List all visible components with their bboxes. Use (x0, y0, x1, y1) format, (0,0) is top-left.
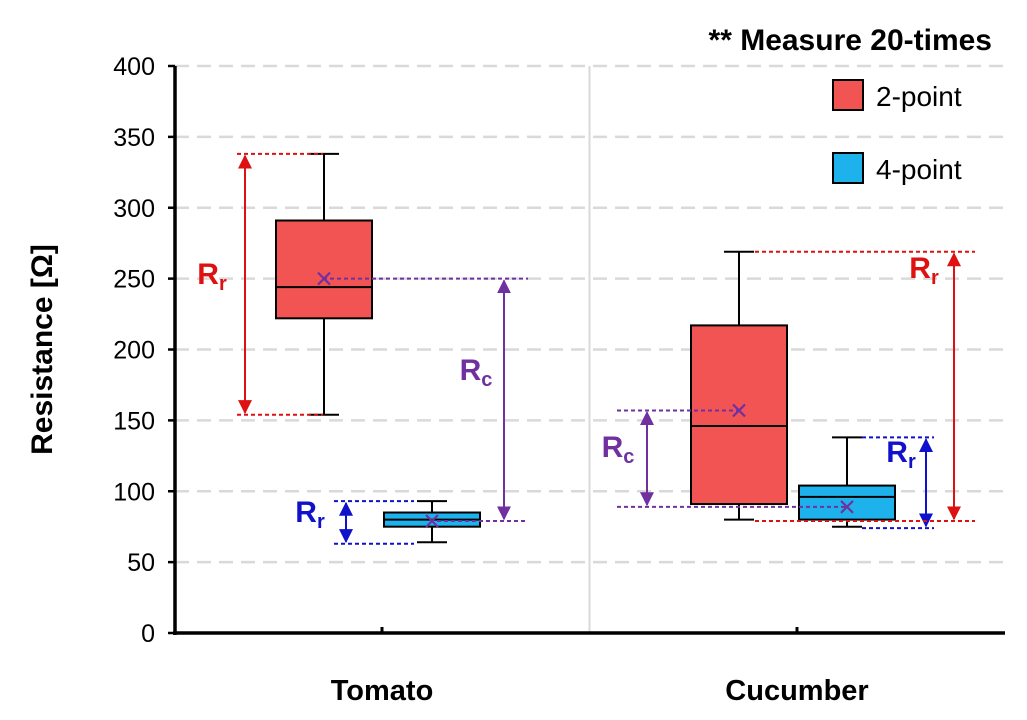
annotation-Rr: Rr (197, 152, 323, 416)
y-tick-label: 150 (113, 407, 155, 435)
axis-labels: Tomato Cucumber Resistance [Ω] (26, 244, 869, 707)
legend: 2-point 4-point (832, 79, 962, 185)
box-2-point-tomato (275, 152, 373, 416)
annotation-Rc: Rc (602, 409, 848, 508)
box-mean-marker (840, 500, 854, 514)
box-2-point-cucumber (690, 250, 788, 521)
legend-label: 4-point (876, 154, 962, 185)
y-tick-label: 100 (113, 478, 155, 506)
box-body (275, 219, 373, 320)
y-tick-label: 350 (113, 124, 155, 152)
axes: 0 50 100 150 200 250 300 350 400 (113, 53, 1005, 648)
boxes (275, 152, 896, 544)
annotation-label: Rc (460, 354, 493, 391)
annotation-Rr: Rr (755, 250, 975, 523)
annotation-Rc: Rc (323, 277, 528, 523)
box-4-point-cucumber (798, 436, 896, 528)
y-tick-label: 0 (141, 620, 155, 648)
annotation-Rr: Rr (295, 496, 414, 545)
category-label: Tomato (331, 675, 434, 707)
box-body (690, 324, 788, 506)
y-axis-label: Resistance [Ω] (26, 244, 59, 455)
y-tick-label: 50 (127, 549, 155, 577)
legend-item-4-point: 4-point (832, 152, 962, 185)
legend-swatch (832, 152, 864, 184)
annotations: Rr Rc Rr Rc Rr Rr (197, 152, 975, 545)
box-4-point-tomato (383, 500, 481, 544)
box-body (798, 484, 896, 521)
y-tick-label: 400 (113, 53, 155, 81)
annotation-label: Rc (602, 431, 635, 468)
legend-swatch (832, 79, 864, 111)
measure-note: ** Measure 20-times (709, 24, 992, 57)
annotation-Rr: Rr (862, 436, 934, 530)
annotation-label: Rr (886, 436, 916, 473)
annotation-label: Rr (295, 496, 325, 533)
category-label: Cucumber (725, 675, 868, 707)
legend-label: 2-point (876, 81, 962, 112)
y-tick-label: 200 (113, 337, 155, 365)
annotation-label: Rr (909, 252, 939, 289)
y-tick-label: 300 (113, 195, 155, 223)
annotation-label: Rr (197, 258, 227, 295)
y-tick-label: 250 (113, 266, 155, 294)
legend-item-2-point: 2-point (832, 79, 962, 112)
